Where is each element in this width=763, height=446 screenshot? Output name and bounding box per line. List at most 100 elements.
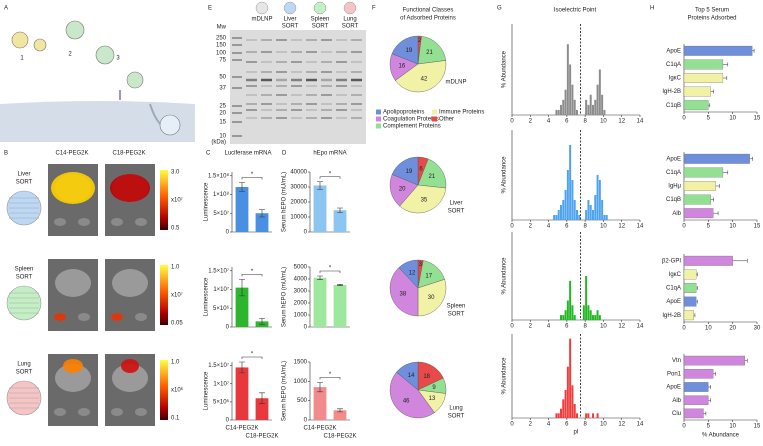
significance-label: * xyxy=(329,372,332,378)
histogram-bar xyxy=(573,404,576,418)
x-tick-label: 10 xyxy=(600,422,607,428)
x-tick-label: 2 xyxy=(529,324,533,330)
panel-letter: H xyxy=(650,6,654,12)
lane-label: Liver xyxy=(283,17,296,23)
nanoparticle xyxy=(33,38,47,52)
x-tick-label: 0 xyxy=(510,422,514,428)
histogram-bar xyxy=(592,104,594,115)
ladder-label: 250 xyxy=(216,36,227,42)
error-bar xyxy=(722,76,728,80)
x-tick-label: 8 xyxy=(583,324,587,330)
error-bar xyxy=(317,275,323,280)
y-axis-label: Serum hEPO (mU/mL) xyxy=(282,361,288,421)
bar xyxy=(683,73,724,83)
histogram-bar xyxy=(587,305,590,320)
y-tick-label: 3000 xyxy=(294,289,308,295)
row-label: SORT xyxy=(16,180,33,186)
bar xyxy=(683,369,714,379)
slice-label: 38 xyxy=(400,292,407,298)
error-bar xyxy=(708,103,711,108)
organ xyxy=(112,269,148,297)
x-tick-label: 2 xyxy=(529,422,533,428)
histogram-bar xyxy=(569,64,572,115)
histogram-bar xyxy=(564,89,567,115)
y-tick-label: 1000 xyxy=(294,313,308,319)
signal xyxy=(110,174,150,202)
x-tick-label: 4 xyxy=(547,324,551,330)
organ xyxy=(55,269,91,297)
membrane xyxy=(0,101,195,142)
x-tick-label: 4 xyxy=(547,119,551,125)
organ xyxy=(135,313,147,321)
x-tick-label: 10 xyxy=(729,116,736,122)
slice-label: 35 xyxy=(421,198,428,204)
colorbar xyxy=(160,170,168,230)
x-axis-label: pI xyxy=(573,430,578,436)
y-tick-label: C1qA xyxy=(666,286,681,292)
histogram-bar xyxy=(596,84,599,115)
x-tick-label: 10 xyxy=(729,224,736,230)
pie-label: mDLNP xyxy=(445,80,466,86)
histogram-bar xyxy=(562,200,565,220)
x-tick-label: 20 xyxy=(729,326,736,332)
histogram-bar xyxy=(576,109,578,115)
y-tick-label: β2-GPI xyxy=(662,258,681,264)
bar xyxy=(683,408,704,419)
y-tick-label: 1500 xyxy=(294,360,308,366)
slice-label: 20 xyxy=(399,186,406,192)
y-tick-label: 1×10⁷ xyxy=(213,286,229,293)
histogram-bar xyxy=(603,215,606,220)
x-tick-label: 10 xyxy=(600,119,607,125)
nanoparticle xyxy=(95,45,115,65)
pie-slice xyxy=(396,361,419,391)
colorbar-label: 0.1 xyxy=(171,416,180,422)
organ xyxy=(111,408,123,416)
histogram-bar xyxy=(589,94,592,115)
bar xyxy=(683,181,716,191)
lane-label: SORT xyxy=(312,24,329,30)
y-axis-label: % Abundance xyxy=(502,257,508,295)
ladder-label: 37 xyxy=(219,86,226,92)
bar xyxy=(683,45,753,56)
histogram-bar xyxy=(598,69,601,115)
bar xyxy=(683,153,750,164)
axis xyxy=(511,232,640,321)
x-tick-label: C14-PEG2K xyxy=(303,426,336,432)
histogram-bar xyxy=(571,84,574,115)
x-tick-label: 0 xyxy=(682,224,686,230)
slice-label: 17 xyxy=(425,273,432,279)
error-bar xyxy=(703,411,707,416)
x-tick-label: 0 xyxy=(510,324,514,330)
colorbar-label: 1.0 xyxy=(171,265,180,271)
organ xyxy=(78,218,90,226)
error-bar xyxy=(693,313,696,318)
histogram-bar xyxy=(564,190,567,220)
bar xyxy=(333,410,347,420)
y-tick-label: 0 xyxy=(304,325,308,331)
histogram-bar xyxy=(601,200,604,220)
y-tick-label: 0 xyxy=(304,418,308,424)
signal xyxy=(63,359,83,373)
x-tick-label: 2 xyxy=(529,119,533,125)
panel-title: Functional Classes xyxy=(403,8,454,14)
pie-slice xyxy=(391,35,419,65)
bar xyxy=(683,395,709,405)
ladder-label: 150 xyxy=(216,43,227,49)
legend-swatch xyxy=(376,109,381,115)
error-bar xyxy=(259,209,265,218)
y-tick-label: 1×10⁷ xyxy=(213,380,229,387)
panel-title: hEpo mRNA xyxy=(313,151,346,157)
pie-slice xyxy=(391,156,419,186)
ladder-label: 75 xyxy=(219,58,226,64)
y-tick-label: Pon1 xyxy=(667,371,682,377)
x-tick-label: 0 xyxy=(510,224,514,230)
y-tick-label: 1.5×10⁷ xyxy=(208,362,229,369)
significance-label: * xyxy=(251,352,254,358)
organ xyxy=(112,364,148,392)
y-tick-label: 500 xyxy=(297,398,308,404)
legend-label: Coagulation Proteins xyxy=(383,117,439,123)
slice-label: 21 xyxy=(426,50,433,56)
x-tick-label: 14 xyxy=(637,224,644,230)
y-axis-label: Serum hEPO (mU/mL) xyxy=(282,267,288,327)
histogram-bar xyxy=(596,175,599,220)
